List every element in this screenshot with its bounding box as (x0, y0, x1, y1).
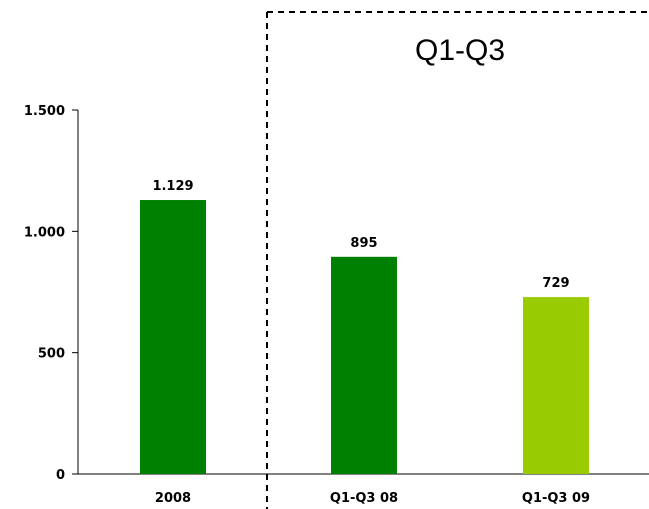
region-title: Q1-Q3 (415, 34, 505, 67)
y-tick-label: 1.500 (24, 104, 65, 119)
bar (140, 200, 206, 474)
y-axis-ticks: 0 500 1.000 1.500 (24, 104, 78, 483)
y-tick-label: 0 (56, 468, 65, 483)
bar-group (140, 200, 589, 474)
label-group: 1.129 2008 895 Q1-Q3 08 729 Q1-Q3 09 (152, 179, 590, 506)
bar (523, 297, 589, 474)
x-category-label: Q1-Q3 08 (330, 491, 398, 506)
data-label: 895 (350, 236, 377, 251)
x-category-label: Q1-Q3 09 (522, 491, 590, 506)
x-category-label: 2008 (155, 491, 191, 506)
y-tick-label: 1.000 (24, 225, 65, 240)
bar (331, 256, 397, 474)
data-label: 729 (542, 276, 569, 291)
data-label: 1.129 (152, 179, 193, 194)
y-tick-label: 500 (38, 347, 65, 362)
